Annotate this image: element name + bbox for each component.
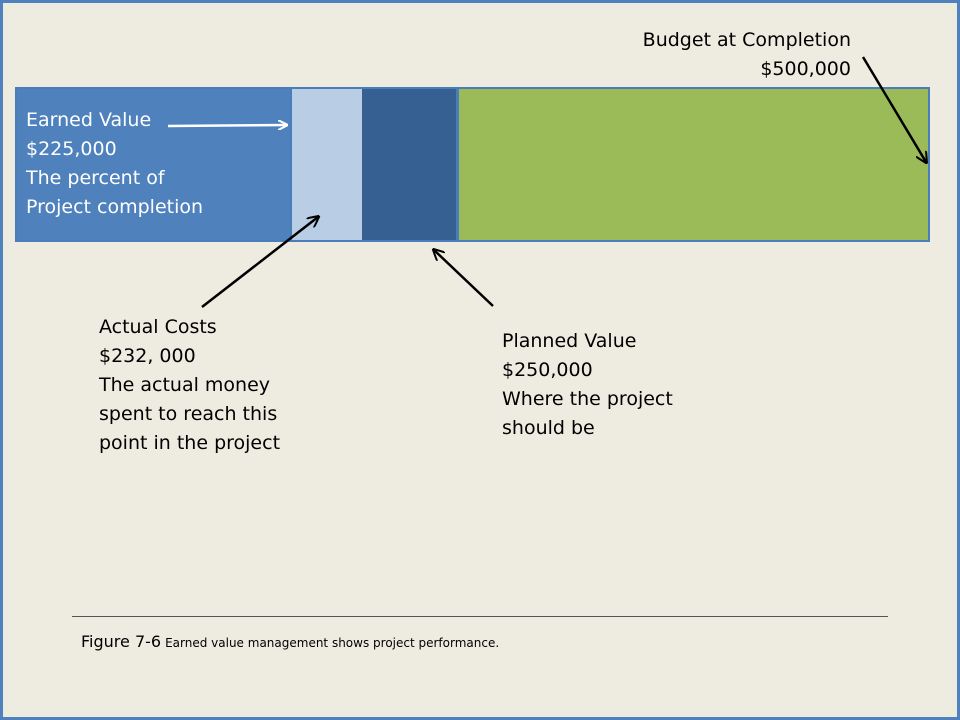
planned-value-segment (362, 89, 459, 240)
planned-value-label: Planned Value $250,000 Where the project… (502, 327, 673, 443)
actual-costs-label: Actual Costs $232, 000 The actual money … (99, 313, 280, 458)
caption-divider (72, 616, 888, 617)
earned-value-title: Earned Value (26, 109, 152, 131)
earned-value-desc-2: Project completion (26, 196, 204, 218)
planned-value-arrow (434, 250, 494, 307)
remaining-budget-segment (459, 89, 928, 240)
earned-value-desc-1: The percent of (26, 167, 165, 189)
earned-value-arrow (167, 125, 286, 126)
earned-value-segment (17, 89, 290, 240)
actual-costs-desc-3: point in the project (99, 432, 281, 454)
planned-value-desc-2: should be (502, 417, 595, 439)
actual-costs-arrow (201, 217, 318, 308)
actual-costs-amount: $232, 000 (99, 345, 196, 367)
figure-caption-text: Earned value management shows project pe… (165, 636, 500, 650)
planned-value-title: Planned Value (502, 330, 637, 352)
earned-value-label: Earned Value $225,000 The percent of Pro… (26, 106, 203, 222)
actual-costs-desc-2: spent to reach this (99, 403, 278, 425)
budget-at-completion-arrow (861, 56, 926, 162)
planned-value-amount: $250,000 (502, 359, 593, 381)
budget-at-completion-label: Budget at Completion $500,000 (600, 26, 851, 84)
figure-caption: Figure 7-6 Earned value management shows … (81, 632, 499, 651)
figure-number: Figure 7-6 (81, 632, 162, 651)
actual-costs-title: Actual Costs (99, 316, 217, 338)
actual-costs-desc-1: The actual money (99, 374, 271, 396)
bac-amount: $500,000 (760, 58, 851, 80)
earned-value-amount: $225,000 (26, 138, 117, 160)
planned-value-desc-1: Where the project (502, 388, 673, 410)
project-progress-bar (15, 87, 930, 242)
bac-title: Budget at Completion (642, 29, 851, 51)
